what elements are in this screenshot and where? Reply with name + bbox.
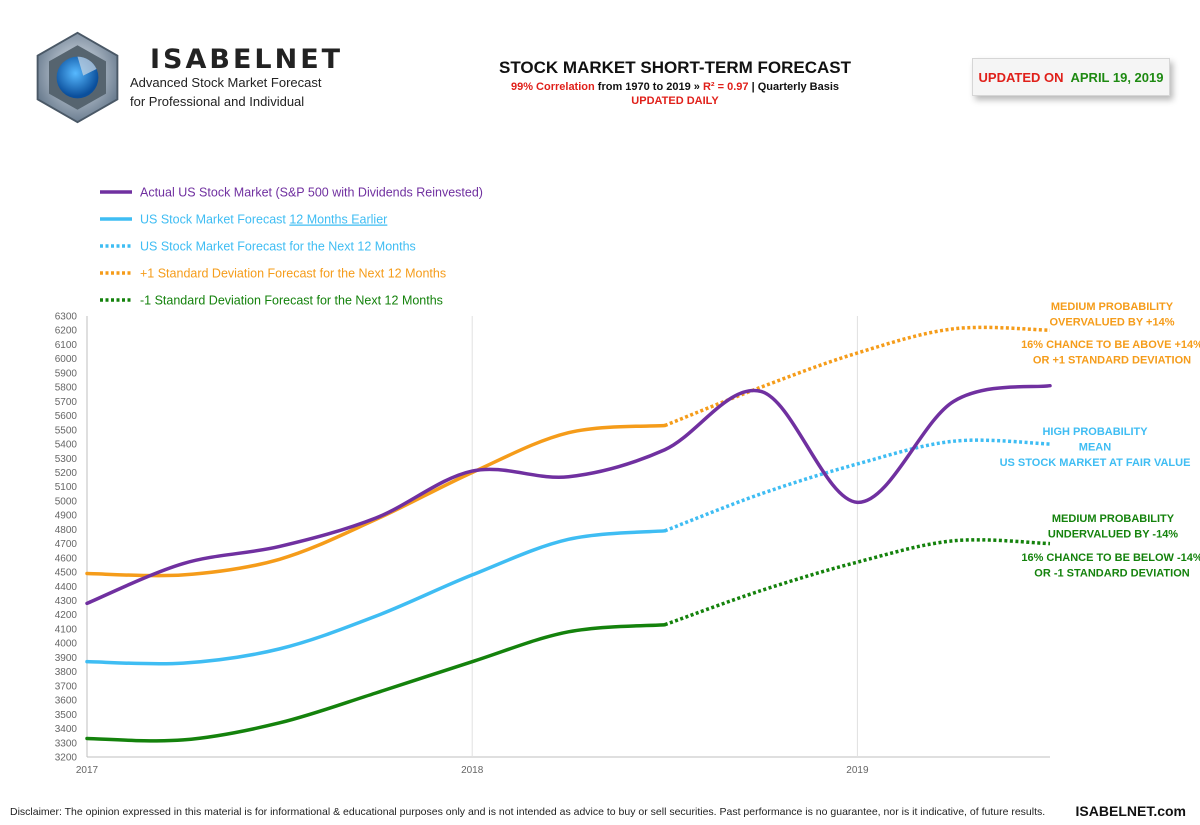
legend-item: -1 Standard Deviation Forecast for the N… <box>100 294 443 308</box>
annotation-line: OR +1 STANDARD DEVIATION <box>1033 355 1191 367</box>
title-block: STOCK MARKET SHORT-TERM FORECAST 99% Cor… <box>430 58 920 107</box>
legend-label: US Stock Market Forecast for the Next 12… <box>140 240 416 254</box>
y-tick-label: 4000 <box>55 639 78 650</box>
annotation-line: HIGH PROBABILITY <box>1042 426 1148 438</box>
isabelnet-logo <box>36 31 119 124</box>
y-tick-label: 5100 <box>55 482 78 493</box>
y-tick-label: 4900 <box>55 511 78 522</box>
annotation-line: MEDIUM PROBABILITY <box>1052 513 1175 525</box>
disclaimer: Disclaimer: The opinion expressed in thi… <box>10 806 1046 818</box>
brand-tagline-1: Advanced Stock Market Forecast <box>130 75 322 90</box>
y-tick-label: 5000 <box>55 496 78 507</box>
annotation-line: MEDIUM PROBABILITY <box>1051 301 1174 313</box>
subtitle-r2: R² = 0.97 <box>702 81 749 93</box>
legend-label: Actual US Stock Market (S&P 500 with Div… <box>140 186 483 200</box>
y-tick-label: 3900 <box>55 653 78 664</box>
y-tick-label: 3400 <box>55 724 78 735</box>
y-tick-label: 5700 <box>55 397 78 408</box>
annotation-line: 16% CHANCE TO BE ABOVE +14% <box>1021 339 1200 351</box>
y-tick-label: 5400 <box>55 440 78 451</box>
updated-date: APRIL 19, 2019 <box>1070 69 1164 85</box>
y-tick-label: 5900 <box>55 368 78 379</box>
annotation-text: MEDIUM PROBABILITY OVERVALUED BY +14% <box>1049 301 1174 329</box>
y-tick-label: 6100 <box>55 340 78 351</box>
series-line-plus_sd-solid <box>85 423 667 578</box>
brand-tagline-2: for Professional and Individual <box>130 94 305 109</box>
legend-item: Actual US Stock Market (S&P 500 with Div… <box>100 186 483 200</box>
y-tick-label: 4200 <box>55 610 78 621</box>
y-tick-label: 6000 <box>55 354 78 365</box>
y-tick-label: 4500 <box>55 568 78 579</box>
annotation-line: OR -1 STANDARD DEVIATION <box>1034 568 1189 580</box>
annotation-text: MEDIUM PROBABILITY UNDERVALUED BY -14% <box>1048 513 1178 541</box>
site-name: ISABELNET.com <box>1075 803 1186 819</box>
subtitle-correlation: 99% Correlation <box>510 81 595 93</box>
annotation-line: US STOCK MARKET AT FAIR VALUE <box>1000 457 1191 469</box>
x-tick-label: 2017 <box>76 765 99 776</box>
legend-item: +1 Standard Deviation Forecast for the N… <box>100 267 446 281</box>
legend-label: -1 Standard Deviation Forecast for the N… <box>140 294 443 308</box>
legend-label-link: 12 Months Earlier <box>289 213 387 227</box>
y-tick-label: 3500 <box>55 710 78 721</box>
y-tick-label: 4700 <box>55 539 78 550</box>
series-line-plus_sd-dotted <box>664 325 1051 428</box>
updated-daily-label: UPDATED DAILY <box>631 95 719 107</box>
y-tick-label: 5800 <box>55 383 78 394</box>
annotation-line: 16% CHANCE TO BE BELOW -14% <box>1021 552 1200 564</box>
y-tick-label: 4400 <box>55 582 78 593</box>
y-tick-label: 4800 <box>55 525 78 536</box>
y-tick-label: 3800 <box>55 667 78 678</box>
annotation-text: 16% CHANCE TO BE ABOVE +14% OR +1 STANDAR… <box>1021 339 1200 367</box>
y-tick-label: 5300 <box>55 454 78 465</box>
y-tick-label: 4300 <box>55 596 78 607</box>
series-line-forecast-dotted <box>664 438 1051 533</box>
annotation-line: OVERVALUED BY +14% <box>1049 317 1174 329</box>
y-tick-label: 4600 <box>55 553 78 564</box>
x-tick-label: 2019 <box>846 765 869 776</box>
y-tick-label: 5600 <box>55 411 78 422</box>
series-line-actual-solid <box>85 383 1052 606</box>
chart-title: STOCK MARKET SHORT-TERM FORECAST <box>499 58 851 77</box>
brand-name: ISABELNET <box>150 44 344 75</box>
subtitle-basis: | Quarterly Basis <box>748 81 840 93</box>
y-tick-label: 3200 <box>55 753 78 764</box>
legend-item: US Stock Market Forecast for the Next 12… <box>100 240 416 254</box>
series-line-minus_sd-solid <box>85 622 667 743</box>
y-tick-label: 6300 <box>55 312 78 323</box>
updated-label: UPDATED ON <box>978 69 1064 85</box>
y-tick-label: 3600 <box>55 696 78 707</box>
legend-label: US Stock Market Forecast 12 Months Earli… <box>140 213 387 227</box>
y-tick-label: 5200 <box>55 468 78 479</box>
y-tick-label: 6200 <box>55 326 78 337</box>
legend-label: +1 Standard Deviation Forecast for the N… <box>140 267 446 281</box>
series-line-forecast-solid <box>85 529 667 666</box>
chart-subtitle: 99% Correlation from 1970 to 2019 » R² =… <box>430 81 920 93</box>
y-tick-label: 4100 <box>55 624 78 635</box>
y-tick-label: 5500 <box>55 425 78 436</box>
legend-item: US Stock Market Forecast 12 Months Earli… <box>100 213 387 227</box>
annotation-text: 16% CHANCE TO BE BELOW -14% OR -1 STANDAR… <box>1021 552 1200 580</box>
annotation-line: UNDERVALUED BY -14% <box>1048 529 1178 541</box>
subtitle-range: from 1970 to 2019 » <box>594 81 703 93</box>
y-tick-label: 3300 <box>55 738 78 749</box>
y-tick-label: 3700 <box>55 681 78 692</box>
x-tick-label: 2018 <box>461 765 484 776</box>
annotation-text: HIGH PROBABILITY MEAN US STOCK MARKET AT F… <box>1000 426 1191 469</box>
updated-badge: UPDATED ON APRIL 19, 2019 <box>972 58 1170 96</box>
annotation-line: MEAN <box>1079 442 1111 454</box>
